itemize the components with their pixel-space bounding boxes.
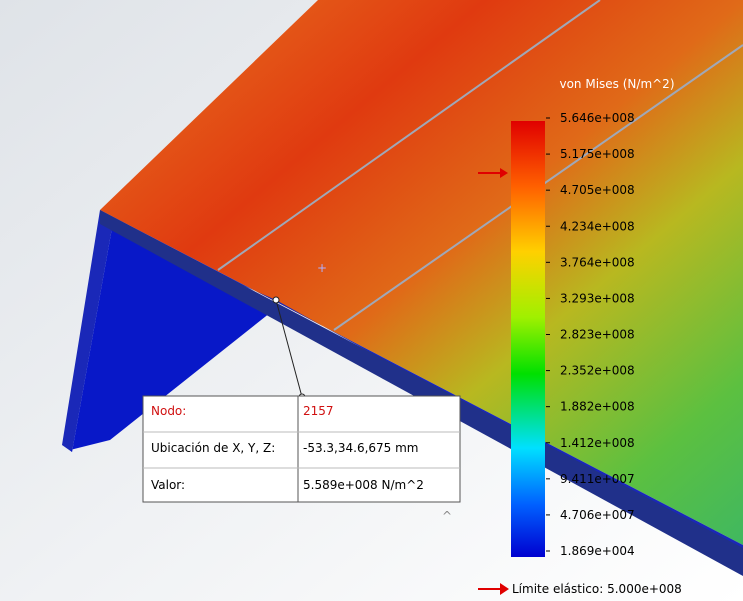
legend-label: 3.764e+008 <box>560 255 635 269</box>
collapse-chevron[interactable]: ^ <box>442 509 452 523</box>
legend-label: 2.823e+008 <box>560 328 635 342</box>
tooltip-value: 5.589e+008 N/m^2 <box>303 478 424 492</box>
legend-label: 1.882e+008 <box>560 400 635 414</box>
tooltip-key: Ubicación de X, Y, Z: <box>151 441 275 455</box>
cursor-cross: + <box>317 261 327 275</box>
tooltip-value: 2157 <box>303 404 334 418</box>
legend-label: 9.411e+007 <box>560 472 635 486</box>
color-bar <box>511 121 545 557</box>
tooltip-key: Valor: <box>151 478 185 492</box>
legend-label: 3.293e+008 <box>560 291 635 305</box>
probe-tooltip: Nodo: 2157 Ubicación de X, Y, Z: -53.3,34.6… <box>143 396 460 502</box>
yield-limit: Límite elástico: 5.000e+008 <box>512 582 682 596</box>
tooltip-key: Nodo: <box>151 404 186 418</box>
legend-label: 4.706e+007 <box>560 508 635 522</box>
legend-label: 4.705e+008 <box>560 183 635 197</box>
legend-label: 5.646e+008 <box>560 111 635 125</box>
probe-point <box>273 297 279 303</box>
viewport: + Nodo: 2157 Ubicación de X, Y, Z: -53.3,34… <box>0 0 743 601</box>
legend-label: 1.869e+004 <box>560 544 635 558</box>
tooltip-value: -53.3,34.6,675 mm <box>303 441 419 455</box>
legend-label: 2.352e+008 <box>560 364 635 378</box>
legend-label: 4.234e+008 <box>560 219 635 233</box>
legend-label: 5.175e+008 <box>560 147 635 161</box>
graphics-area: + Nodo: 2157 Ubicación de X, Y, Z: -53.3,34… <box>0 0 743 601</box>
legend-label: 1.412e+008 <box>560 436 635 450</box>
legend-title: von Mises (N/m^2) <box>559 77 674 91</box>
